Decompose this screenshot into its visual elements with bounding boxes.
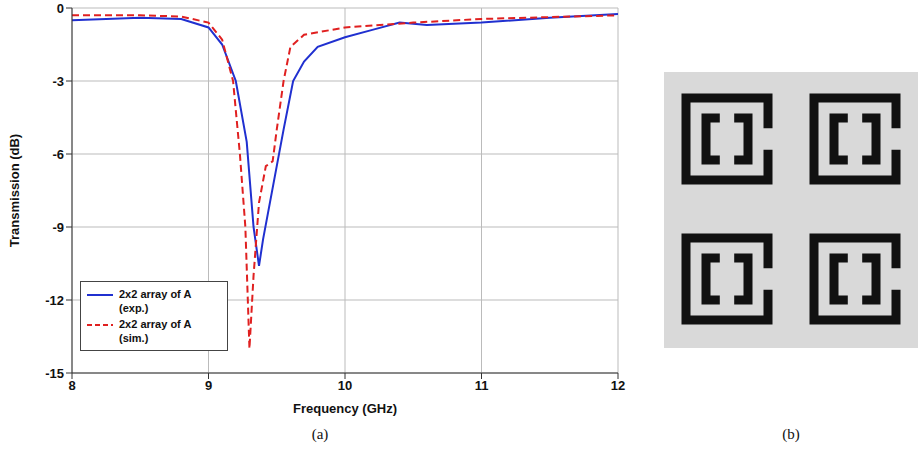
html-text:(a): (a) [311,426,329,442]
svg-text:-9: -9 [52,220,64,235]
svg-text:0: 0 [57,1,64,16]
html-text:2x2 array of A: 2x2 array of A [119,318,192,330]
html-text:(exp.): (exp.) [119,302,149,314]
svg-text:-3: -3 [52,74,64,89]
svg-text:9: 9 [205,378,212,393]
svg-text:Frequency (GHz): Frequency (GHz) [293,401,397,416]
svg-text:11: 11 [475,378,489,393]
svg-text:-6: -6 [52,147,64,162]
svg-text:10: 10 [338,378,352,393]
svg-text:8: 8 [68,378,75,393]
svg-text:-15: -15 [45,366,64,381]
html-text:(sim.): (sim.) [119,332,149,344]
svg-text:-12: -12 [45,293,64,308]
svg-text:12: 12 [611,378,625,393]
svg-text:Transmission (dB): Transmission (dB) [7,134,22,247]
html-text:2x2 array of A: 2x2 array of A [119,288,192,300]
html-text:(b): (b) [782,426,800,442]
